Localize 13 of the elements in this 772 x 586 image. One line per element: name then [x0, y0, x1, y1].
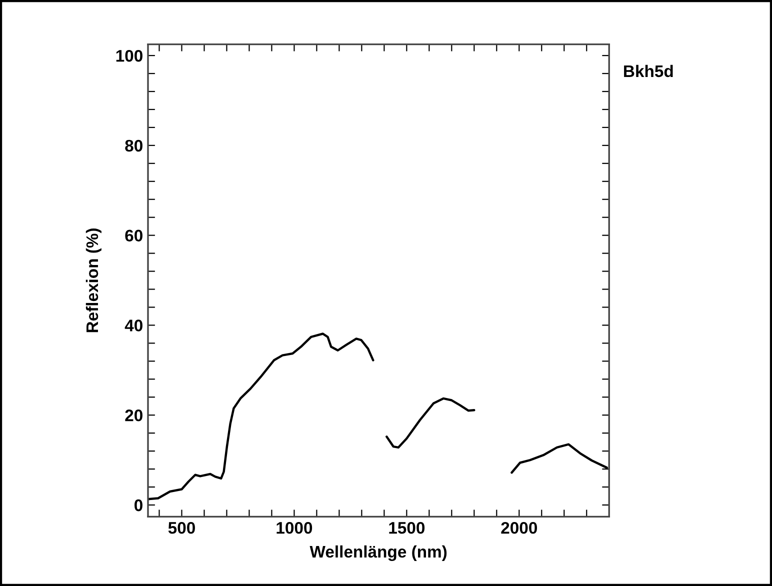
- y-tick-label: 100: [116, 50, 142, 62]
- x-tick-label: 500: [168, 522, 195, 534]
- y-tick-label: 80: [125, 140, 142, 152]
- text: Bkh5d: [624, 64, 673, 78]
- x-axis-title: Wellenlänge (nm): [310, 545, 447, 562]
- y-tick-label: 60: [125, 230, 142, 242]
- x-tick-label: 1000: [276, 522, 312, 534]
- y-tick-label: 40: [124, 320, 142, 332]
- y-tick-label: 0: [134, 499, 142, 512]
- y-axis-title: Reflexion (%): [86, 228, 102, 332]
- x-tick-label: 1500: [389, 522, 425, 534]
- y-tick-label: 20: [125, 410, 142, 422]
- x-tick-label: 2000: [501, 522, 537, 534]
